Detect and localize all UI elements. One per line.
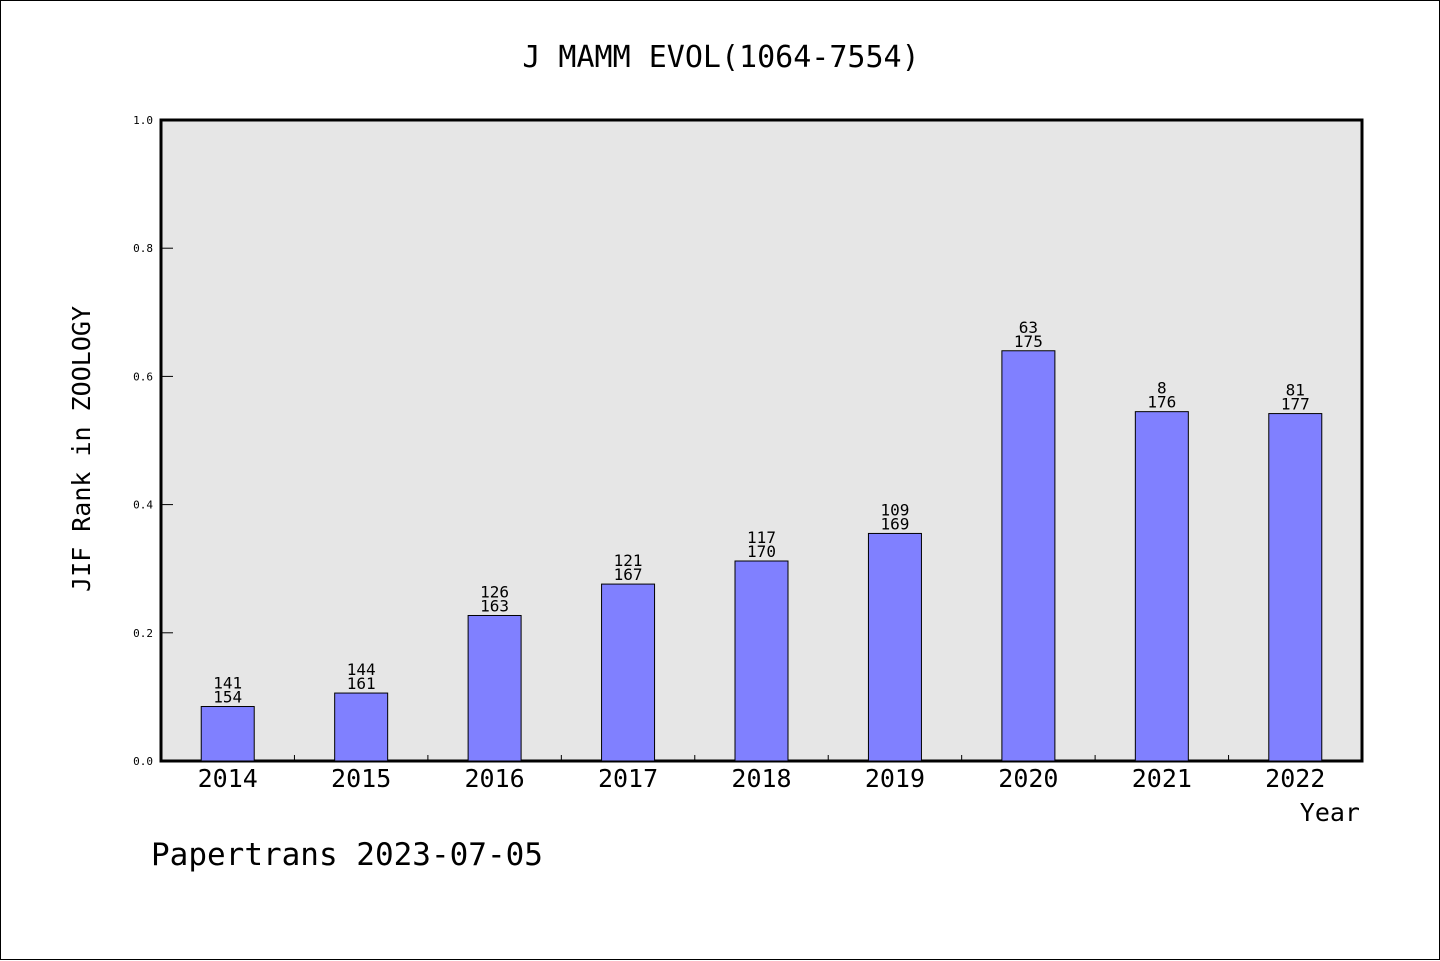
y-tick-label: 0.0 <box>133 755 153 768</box>
bar <box>867 532 922 762</box>
bar <box>200 706 255 762</box>
x-axis: 2014 2015 2016 2017 2018 2019 2020 2021 2022 <box>198 755 1325 793</box>
bar-rank-label: 63 <box>1019 318 1038 337</box>
bar-rank-label: 126 <box>480 582 509 601</box>
bar <box>734 560 789 762</box>
x-tick-label: 2020 <box>998 764 1058 793</box>
bar-total-label: 176 <box>1147 393 1176 412</box>
bar-total-label: 163 <box>480 596 509 615</box>
bar <box>601 583 656 762</box>
x-tick-label: 2015 <box>331 764 391 793</box>
bar-labels: 1411541441611261631211671171701091696317… <box>213 318 1309 707</box>
bar-total-label: 167 <box>614 565 643 584</box>
x-axis-label: Year <box>1300 798 1360 827</box>
bar <box>1134 411 1189 762</box>
bar <box>1268 413 1323 762</box>
y-tick-label: 0.8 <box>133 242 153 255</box>
bar-total-label: 154 <box>213 688 242 707</box>
bar-total-label: 177 <box>1281 395 1310 414</box>
x-tick-label: 2022 <box>1265 764 1325 793</box>
bar <box>1001 350 1056 762</box>
bar-total-label: 170 <box>747 542 776 561</box>
bar-total-label: 161 <box>347 674 376 693</box>
x-tick-label: 2017 <box>598 764 658 793</box>
y-tick-label: 1.0 <box>133 114 153 127</box>
x-tick-label: 2019 <box>865 764 925 793</box>
bar-rank-label: 109 <box>880 500 909 519</box>
bars <box>200 350 1323 762</box>
footer-credit: Papertrans 2023-07-05 <box>151 837 543 873</box>
y-tick-label: 0.2 <box>133 627 153 640</box>
bar-rank-label: 8 <box>1157 379 1167 398</box>
bar <box>467 614 522 762</box>
bar-total-label: 169 <box>880 514 909 533</box>
y-axis-label: JIF Rank in ZOOLOGY <box>67 306 96 592</box>
bar-rank-label: 117 <box>747 528 776 547</box>
y-tick-label: 0.6 <box>133 370 153 383</box>
x-tick-label: 2016 <box>465 764 525 793</box>
x-tick-label: 2018 <box>731 764 791 793</box>
bar-rank-label: 81 <box>1286 381 1305 400</box>
bar-total-label: 175 <box>1014 332 1043 351</box>
bar <box>334 692 389 762</box>
y-tick-label: 0.4 <box>133 499 153 512</box>
x-tick-label: 2021 <box>1132 764 1192 793</box>
bar-rank-label: 121 <box>614 551 643 570</box>
y-axis: 0.0 0.2 0.4 0.6 0.8 1.0 <box>133 114 173 768</box>
chart-title: J MAMM EVOL(1064-7554) <box>522 40 919 75</box>
bar-rank-label: 141 <box>213 674 242 693</box>
x-tick-label: 2014 <box>198 764 258 793</box>
bar-rank-label: 144 <box>347 660 376 679</box>
